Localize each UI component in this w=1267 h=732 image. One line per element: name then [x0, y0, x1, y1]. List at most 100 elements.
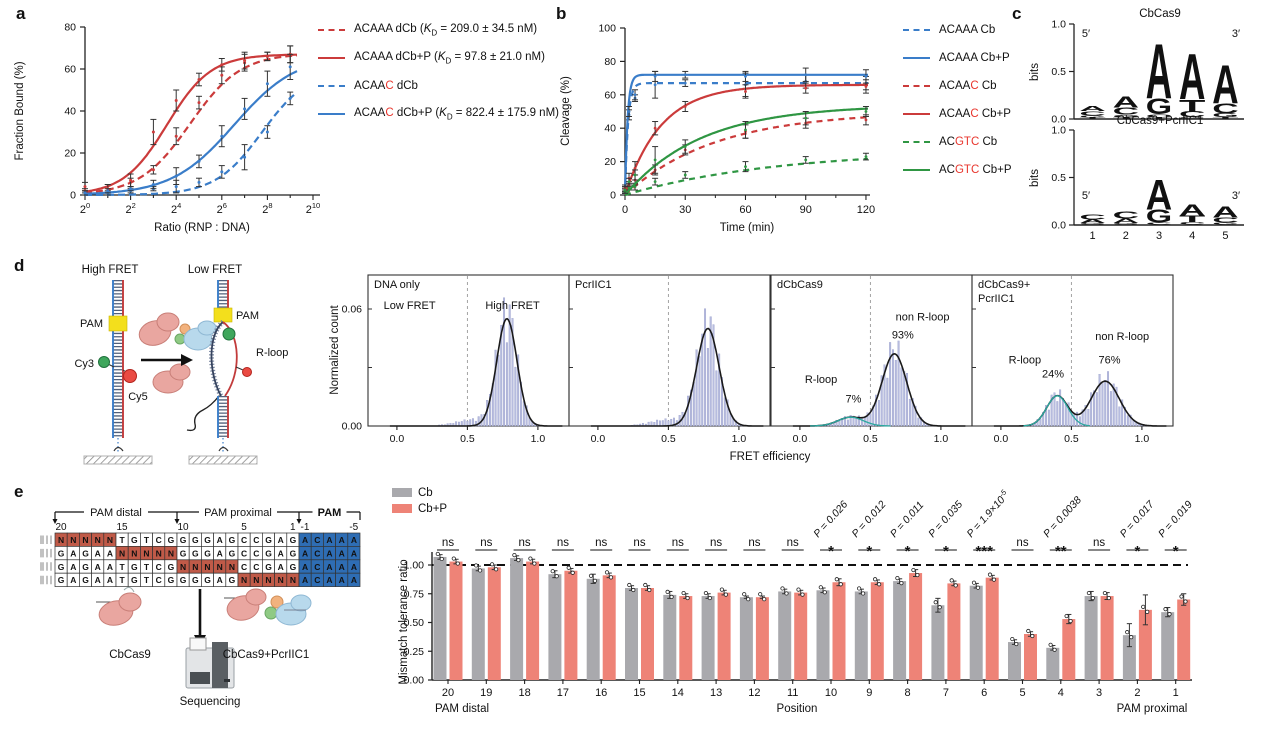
- bar: [471, 568, 485, 680]
- svg-text:G: G: [131, 535, 138, 545]
- svg-text:5: 5: [1222, 230, 1228, 242]
- svg-text:A: A: [339, 562, 345, 572]
- svg-text:R-loop: R-loop: [805, 374, 837, 386]
- svg-text:14: 14: [672, 687, 684, 699]
- svg-text:bits: bits: [1029, 63, 1041, 81]
- svg-text:N: N: [70, 535, 76, 545]
- svg-text:N: N: [241, 575, 247, 585]
- svg-text:0.5: 0.5: [460, 433, 475, 445]
- svg-text:20: 20: [442, 687, 454, 699]
- binding-curve-chart: 0 20 40 60 80 20 22 24 26 28 210 Ratio (RNP : DNA) F…: [14, 22, 320, 235]
- svg-text:T: T: [144, 562, 150, 572]
- svg-text:24%: 24%: [1042, 368, 1064, 380]
- svg-text:G: G: [58, 562, 65, 572]
- svg-text:*: *: [866, 543, 872, 560]
- svg-text:90: 90: [800, 204, 812, 216]
- cbcas9-pcriic1-label: CbCas9+PcrIIC1: [223, 649, 310, 661]
- svg-text:ns: ns: [519, 537, 531, 549]
- svg-text:ns: ns: [787, 537, 799, 549]
- svg-text:G: G: [131, 562, 138, 572]
- svg-text:A: A: [70, 548, 76, 558]
- svg-text:G: G: [82, 548, 89, 558]
- svg-text:3′: 3′: [1232, 28, 1240, 40]
- svg-text:*: *: [1173, 543, 1179, 560]
- svg-text:*: *: [828, 543, 834, 560]
- bar: [701, 596, 715, 680]
- series-curve: [624, 116, 868, 196]
- svg-text:A: A: [1079, 105, 1105, 113]
- legend-item: ACAAC dCb+P (KD = 822.4 ± 175.9 nM): [318, 100, 559, 128]
- svg-text:Cb+P: Cb+P: [418, 503, 447, 515]
- svg-text:N: N: [143, 548, 149, 558]
- svg-text:G: G: [192, 575, 199, 585]
- svg-text:0.06: 0.06: [342, 304, 363, 316]
- bar: [931, 605, 945, 680]
- svg-text:3′: 3′: [1232, 190, 1240, 202]
- svg-text:0.00: 0.00: [342, 421, 363, 433]
- svg-text:60: 60: [64, 64, 76, 76]
- svg-text:G: G: [290, 535, 297, 545]
- svg-text:5′: 5′: [1082, 28, 1090, 40]
- bar: [832, 582, 846, 680]
- panel-label-a: a: [16, 4, 26, 23]
- svg-text:T: T: [119, 575, 125, 585]
- svg-text:ns: ns: [442, 537, 454, 549]
- series-curve: [623, 83, 868, 196]
- svg-text:P = 0.019: P = 0.019: [1156, 499, 1195, 540]
- svg-text:2: 2: [1123, 230, 1129, 242]
- series-curve: [623, 73, 868, 196]
- legend-swatch: [318, 57, 345, 59]
- svg-text:30: 30: [679, 204, 691, 216]
- svg-text:C: C: [314, 575, 320, 585]
- svg-text:0.5: 0.5: [1064, 433, 1079, 445]
- pam-box: [108, 315, 128, 332]
- svg-text:10: 10: [825, 687, 837, 699]
- svg-text:DNA only: DNA only: [374, 279, 420, 291]
- svg-text:0: 0: [610, 190, 616, 202]
- svg-text:T: T: [119, 535, 125, 545]
- svg-text:P = 0.011: P = 0.011: [888, 499, 926, 540]
- svg-text:1: 1: [1173, 687, 1179, 699]
- svg-text:A: A: [1146, 171, 1172, 219]
- svg-text:A: A: [326, 575, 332, 585]
- svg-text:T: T: [1179, 214, 1206, 224]
- svg-text:80: 80: [64, 22, 76, 34]
- svg-text:A: A: [1179, 202, 1205, 219]
- panel-label-d: d: [14, 256, 25, 275]
- svg-text:A: A: [95, 548, 101, 558]
- panel-label-c: c: [1012, 4, 1022, 23]
- svg-text:PAM distal: PAM distal: [435, 703, 489, 715]
- svg-text:1.0: 1.0: [732, 433, 747, 445]
- svg-text:1: 1: [290, 522, 296, 533]
- svg-text:7: 7: [943, 687, 949, 699]
- svg-text:40: 40: [64, 106, 76, 118]
- series-curve: [623, 82, 868, 196]
- svg-text:N: N: [253, 575, 259, 585]
- svg-text:G: G: [1179, 117, 1205, 119]
- series-curve: [84, 54, 298, 194]
- svg-text:3: 3: [1096, 687, 1102, 699]
- svg-text:A: A: [278, 548, 284, 558]
- svg-text:N: N: [82, 535, 88, 545]
- svg-text:20: 20: [64, 148, 76, 160]
- svg-text:N: N: [131, 548, 137, 558]
- svg-text:100: 100: [598, 23, 616, 35]
- bar: [510, 558, 524, 680]
- fit-curve: [993, 380, 1167, 427]
- svg-text:2: 2: [1134, 687, 1140, 699]
- bar: [625, 588, 638, 680]
- bar: [778, 591, 792, 680]
- svg-text:60: 60: [604, 89, 616, 101]
- sequencer-icon: [185, 637, 235, 689]
- svg-text:*: *: [943, 543, 949, 560]
- svg-text:A: A: [107, 548, 113, 558]
- svg-text:Fraction Bound (%): Fraction Bound (%): [14, 61, 26, 160]
- svg-text:N: N: [204, 562, 210, 572]
- svg-text:8: 8: [905, 687, 911, 699]
- svg-text:-5: -5: [349, 522, 358, 533]
- svg-text:CbCas9: CbCas9: [1139, 8, 1181, 20]
- legend-swatch: [903, 169, 930, 171]
- svg-text:A: A: [302, 575, 308, 585]
- svg-text:1.0: 1.0: [1051, 19, 1066, 31]
